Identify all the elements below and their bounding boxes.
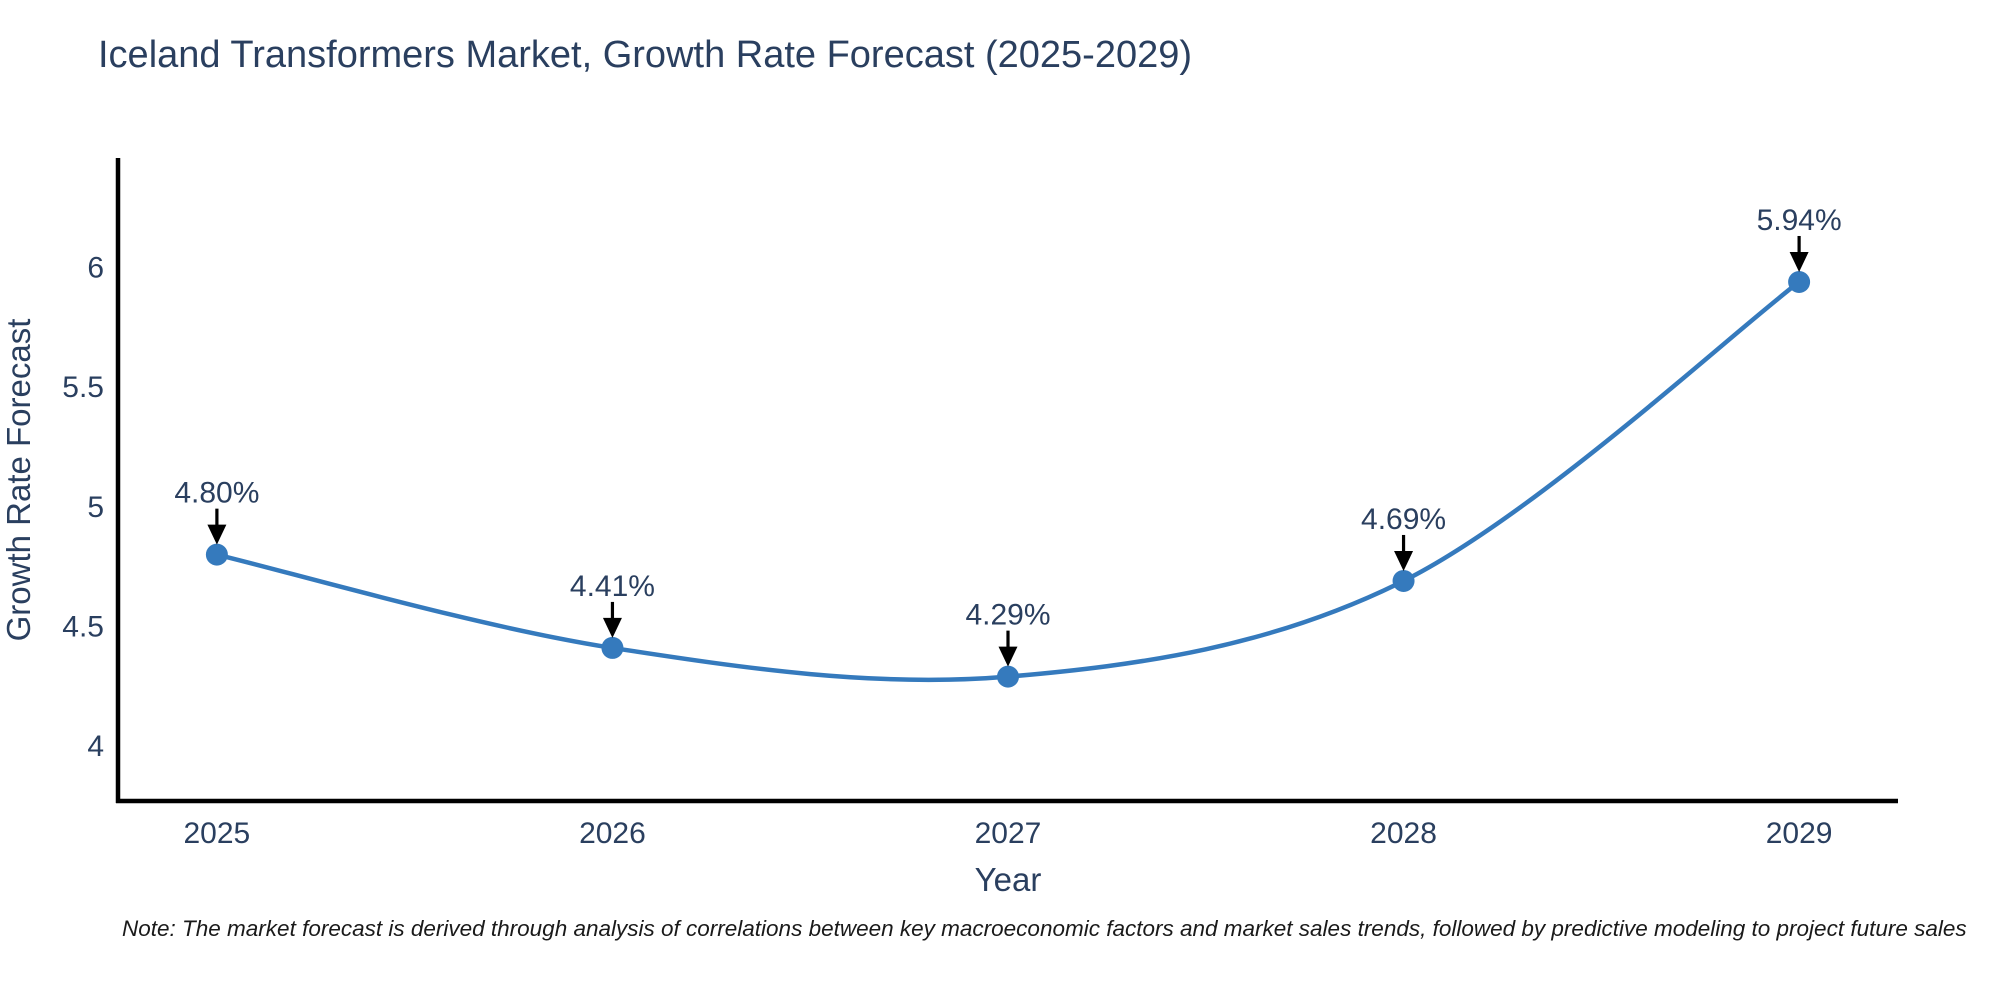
data-point-marker (601, 636, 624, 659)
annotation-label: 4.29% (965, 599, 1050, 632)
annotation-arrowhead-icon (998, 646, 1018, 667)
y-tick-label: 4.5 (62, 610, 104, 643)
data-point-marker (1788, 270, 1811, 293)
y-tick-label: 6 (87, 252, 104, 285)
data-point-marker (997, 665, 1019, 688)
x-tick-label: 2026 (579, 817, 646, 850)
annotation-arrowhead-icon (1789, 251, 1809, 272)
y-axis-title: Growth Rate Forecast (0, 319, 37, 642)
annotation-label: 4.41% (570, 570, 655, 603)
y-tick-label: 4 (87, 730, 104, 763)
data-point-marker (1392, 569, 1415, 592)
data-point-marker (205, 543, 228, 566)
x-tick-label: 2025 (184, 817, 251, 850)
annotation-label: 4.69% (1361, 503, 1446, 536)
x-tick-label: 2029 (1766, 817, 1833, 850)
annotation-arrowhead-icon (602, 617, 622, 638)
y-tick-label: 5 (87, 491, 104, 524)
footnote: Note: The market forecast is derived thr… (122, 916, 1967, 941)
y-tick-label: 5.5 (62, 371, 104, 404)
chart-title: Iceland Transformers Market, Growth Rate… (98, 34, 1193, 76)
x-tick-label: 2027 (975, 817, 1042, 850)
annotation-arrowhead-icon (207, 524, 227, 545)
x-tick-label: 2028 (1370, 817, 1437, 850)
annotation-arrowhead-icon (1394, 550, 1414, 571)
annotation-label: 5.94% (1757, 204, 1842, 237)
x-axis-title: Year (975, 861, 1042, 898)
annotation-label: 4.80% (174, 477, 259, 510)
